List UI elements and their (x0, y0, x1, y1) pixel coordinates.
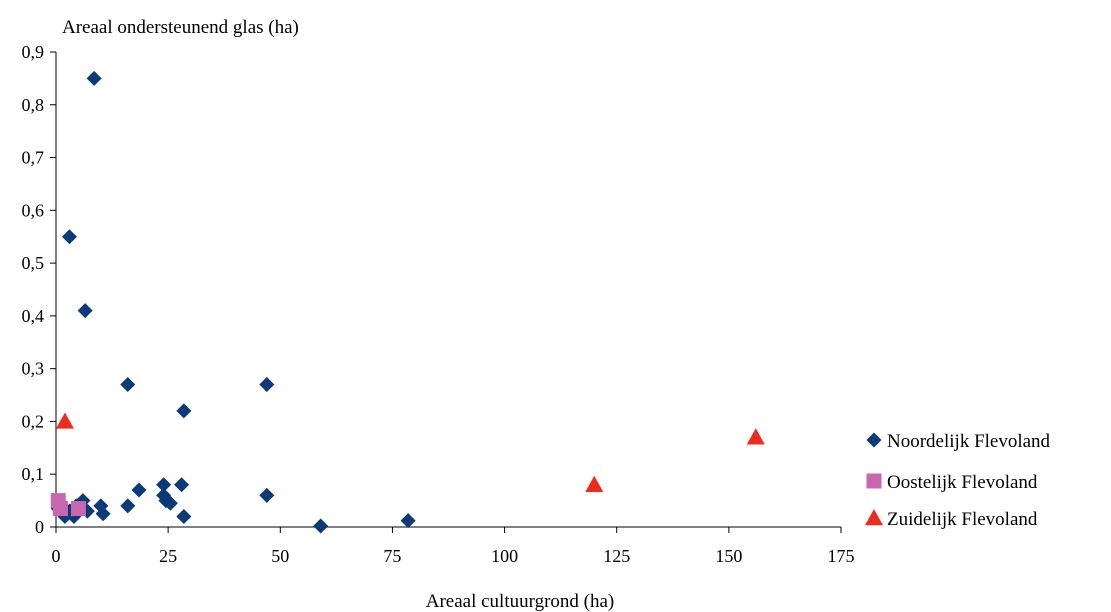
legend-label: Oostelijk Flevoland (887, 472, 1038, 493)
legend-label: Noordelijk Flevoland (887, 431, 1051, 452)
x-axis-title: Areaal cultuurgrond (ha) (426, 591, 615, 612)
y-tick-label: 0,1 (22, 464, 45, 484)
y-tick-label: 0,7 (22, 148, 45, 168)
x-tick-label: 150 (715, 546, 742, 566)
x-tick-label: 125 (603, 546, 630, 566)
diamond-point (77, 303, 93, 319)
diamond-point (156, 477, 172, 493)
y-tick-label: 0,4 (22, 306, 45, 326)
diamond-point (259, 377, 275, 392)
square-point (52, 501, 68, 517)
x-tick-label: 0 (52, 546, 61, 566)
legend-triangle-icon (865, 509, 883, 526)
diamond-point (120, 377, 136, 392)
legend-diamond-icon (866, 432, 882, 448)
diamond-point (313, 518, 329, 534)
triangle-point (55, 412, 74, 429)
legend: Noordelijk Flevoland Oostelijk Flevoland Z… (865, 431, 1051, 530)
diamond-point (93, 498, 109, 514)
y-tick-label: 0 (35, 517, 44, 537)
y-tick-label: 0,8 (22, 95, 45, 115)
y-tick-label: 0,5 (22, 253, 45, 273)
y-tick-label: 0,3 (22, 359, 45, 379)
legend-square-icon (866, 473, 882, 489)
x-axis-ticks: 0 25 50 75 100 125 150 175 (52, 527, 855, 566)
diamond-point (131, 482, 147, 498)
x-tick-label: 75 (383, 546, 401, 566)
legend-label: Zuidelijk Flevoland (887, 509, 1038, 530)
y-tick-label: 0,2 (22, 411, 45, 431)
diamond-point (400, 513, 416, 529)
x-tick-label: 50 (271, 546, 289, 566)
diamond-point (61, 229, 77, 245)
x-tick-label: 175 (828, 546, 855, 566)
y-tick-label: 0,6 (22, 200, 45, 220)
diamond-point (86, 70, 102, 86)
square-point (70, 501, 86, 517)
triangle-point (746, 428, 765, 445)
y-tick-label: 0,9 (22, 42, 45, 62)
x-tick-label: 100 (491, 546, 518, 566)
diamond-point (174, 477, 190, 493)
diamond-point (95, 506, 111, 522)
diamond-point (162, 495, 178, 511)
y-axis-title: Areaal ondersteunend glas (ha) (62, 17, 299, 38)
y-axis-ticks: 0 0,1 0,2 0,3 0,4 0,5 0,6 0,7 0,8 0,9 (22, 42, 56, 537)
x-tick-label: 25 (159, 546, 177, 566)
data-points (50, 70, 765, 534)
diamond-point (259, 487, 275, 503)
diamond-point (120, 498, 136, 514)
diamond-point (176, 508, 192, 524)
triangle-point (585, 475, 604, 492)
diamond-point (176, 403, 192, 419)
